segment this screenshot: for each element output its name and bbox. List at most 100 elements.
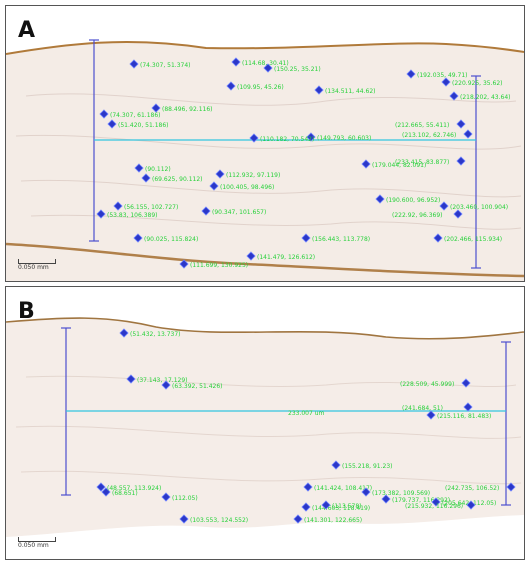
marker-icon — [113, 201, 123, 211]
measurement-point[interactable]: (202.466, 115.934) — [433, 233, 502, 243]
marker-icon — [453, 209, 463, 219]
marker-icon — [466, 500, 476, 510]
coordinate-label: (53.83, 106.389) — [107, 212, 157, 219]
panel-label: A — [18, 18, 36, 43]
coordinate-label: (202.466, 115.934) — [444, 236, 502, 243]
measurement-point[interactable]: (233.415, 83.877) — [395, 156, 466, 166]
marker-icon — [461, 378, 471, 388]
measurement-point[interactable]: (100.405, 98.496) — [209, 181, 274, 191]
marker-icon — [99, 109, 109, 119]
measurement-point[interactable]: (141.424, 108.417) — [303, 482, 372, 492]
measurement-point[interactable]: (215.932, 116.296) — [405, 500, 476, 510]
coordinate-label: (37.143, 17.129) — [137, 377, 187, 384]
coordinate-label: (141.479, 126.612) — [257, 254, 315, 261]
measurement-point[interactable]: (144.603, 118.419) — [301, 502, 370, 512]
measurement-point[interactable]: (113.578) — [321, 500, 362, 510]
measurement-point[interactable]: (68.651) — [101, 487, 138, 497]
panel-a: A (74.307, 51.374) (114.68, 30.41) (109.95… — [5, 5, 525, 282]
coordinate-label: (114.68, 30.41) — [242, 60, 289, 67]
marker-icon — [129, 59, 139, 69]
measurement-point[interactable]: (112.05) — [161, 492, 198, 502]
measurement-point[interactable]: (88.496, 92.116) — [151, 103, 212, 113]
measurement-point[interactable]: (213.102, 62.746) — [402, 129, 473, 139]
coordinate-label: (203.460, 100.904) — [450, 204, 508, 211]
measurement-point[interactable]: (37.143, 17.129) — [126, 374, 187, 384]
marker-icon — [381, 494, 391, 504]
coordinate-label: (68.651) — [112, 490, 138, 497]
marker-icon — [201, 206, 211, 216]
coordinate-label: (90.112) — [145, 166, 171, 173]
measurement-point[interactable]: (63.392, 51.426) — [161, 380, 222, 390]
coordinate-label: (218.202, 43.64) — [460, 94, 510, 101]
coordinate-label: (192.035, 49.71) — [417, 72, 467, 79]
measurement-point[interactable]: (103.553, 124.552) — [179, 514, 248, 524]
measurement-point[interactable]: (90.347, 101.657) — [201, 206, 266, 216]
measurement-point[interactable]: (141.301, 122.665) — [293, 514, 362, 524]
measurement-point[interactable]: (228.509, 45.999) — [400, 378, 471, 388]
measurement-point[interactable]: (56.155, 102.727) — [113, 201, 178, 211]
marker-icon — [179, 514, 189, 524]
coordinate-label: (112.05) — [172, 495, 198, 502]
measurement-point[interactable]: (192.035, 49.71) — [406, 69, 467, 79]
coordinate-label: (179.044, 82.091) — [372, 162, 426, 169]
marker-icon — [301, 233, 311, 243]
coordinate-label: (179.737, 116.292) — [392, 497, 450, 504]
measurement-point[interactable]: (222.92, 96.369) — [392, 209, 463, 219]
scale-bar: 0.050 mm — [18, 537, 56, 549]
measurement-point[interactable]: (112.932, 97.119) — [215, 169, 280, 179]
measurement-point[interactable]: (156.443, 113.778) — [301, 233, 370, 243]
measurement-point[interactable]: (51.432, 13.737) — [119, 328, 180, 338]
coordinate-label: (48.557, 113.924) — [107, 485, 161, 492]
measurement-point[interactable]: (141.479, 126.612) — [246, 251, 315, 261]
measurement-point[interactable]: (155.218, 91.23) — [331, 460, 392, 470]
measurement-point[interactable]: (51.420, 51.186) — [107, 119, 168, 129]
marker-icon — [119, 328, 129, 338]
marker-icon — [126, 374, 136, 384]
measurement-point[interactable]: (212.665, 55.411) — [395, 119, 466, 129]
measurement-point[interactable]: (90.025, 115.824) — [133, 233, 198, 243]
measurement-point[interactable]: (190.600, 96.952) — [375, 194, 440, 204]
coordinate-label: (111.699, 130.925) — [190, 262, 248, 269]
coordinate-label: (149.793, 60.603) — [317, 135, 371, 142]
measurement-point[interactable]: (241.684, 51) — [402, 402, 473, 412]
marker-icon — [431, 497, 441, 507]
coordinate-label: (228.509, 45.999) — [400, 381, 454, 388]
measurement-point[interactable]: (111.699, 130.925) — [179, 259, 248, 269]
measurement-point[interactable]: (218.202, 43.64) — [449, 91, 510, 101]
measurement-point[interactable]: (150.25, 35.21) — [263, 63, 321, 73]
measurement-point[interactable]: (114.68, 30.41) — [231, 57, 289, 67]
coordinate-label: (155.218, 91.23) — [342, 463, 392, 470]
measurement-point[interactable]: (109.95, 45.26) — [226, 81, 284, 91]
measurement-point[interactable]: (203.460, 100.904) — [439, 201, 508, 211]
measurement-point[interactable]: (134.511, 44.62) — [314, 85, 375, 95]
measurement-point[interactable]: (220.925, 35.62) — [441, 77, 502, 87]
measurement-point[interactable]: (69.625, 90.112) — [141, 173, 202, 183]
measurement-point[interactable]: (179.044, 82.091) — [361, 159, 426, 169]
measurement-point[interactable]: (110.182, 70.542) — [249, 133, 314, 143]
measurement-point[interactable]: (90.112) — [134, 163, 171, 173]
measurement-point[interactable]: (149.793, 60.603) — [306, 132, 371, 142]
measurement-point[interactable]: (48.557, 113.924) — [96, 482, 161, 492]
scale-label: 0.050 mm — [18, 264, 49, 271]
measurement-point[interactable]: (173.382, 109.569) — [361, 487, 430, 497]
coordinate-label: (113.578) — [332, 503, 362, 510]
measurement-point[interactable]: (215.116, 81.483) — [426, 410, 491, 420]
marker-icon — [426, 410, 436, 420]
measurement-point[interactable]: (53.83, 106.389) — [96, 209, 157, 219]
coordinate-label: (190.600, 96.952) — [386, 197, 440, 204]
coordinate-label: (144.603, 118.419) — [312, 505, 370, 512]
marker-icon — [331, 460, 341, 470]
coordinate-label: (215.116, 81.483) — [437, 413, 491, 420]
coordinate-label: (134.511, 44.62) — [325, 88, 375, 95]
marker-icon — [209, 181, 219, 191]
measurement-point[interactable]: (242.735, 106.52) — [445, 482, 516, 492]
measurement-point[interactable]: (74.307, 51.374) — [129, 59, 190, 69]
coordinate-label: (233.415, 83.877) — [395, 159, 449, 166]
coordinate-label: (141.301, 122.665) — [304, 517, 362, 524]
marker-icon — [375, 194, 385, 204]
marker-icon — [361, 487, 371, 497]
coordinate-label: (88.496, 92.116) — [162, 106, 212, 113]
marker-icon — [463, 402, 473, 412]
measurement-point[interactable]: (179.737, 116.292) — [381, 494, 450, 504]
measurement-point[interactable]: (74.307, 61.186) — [99, 109, 160, 119]
